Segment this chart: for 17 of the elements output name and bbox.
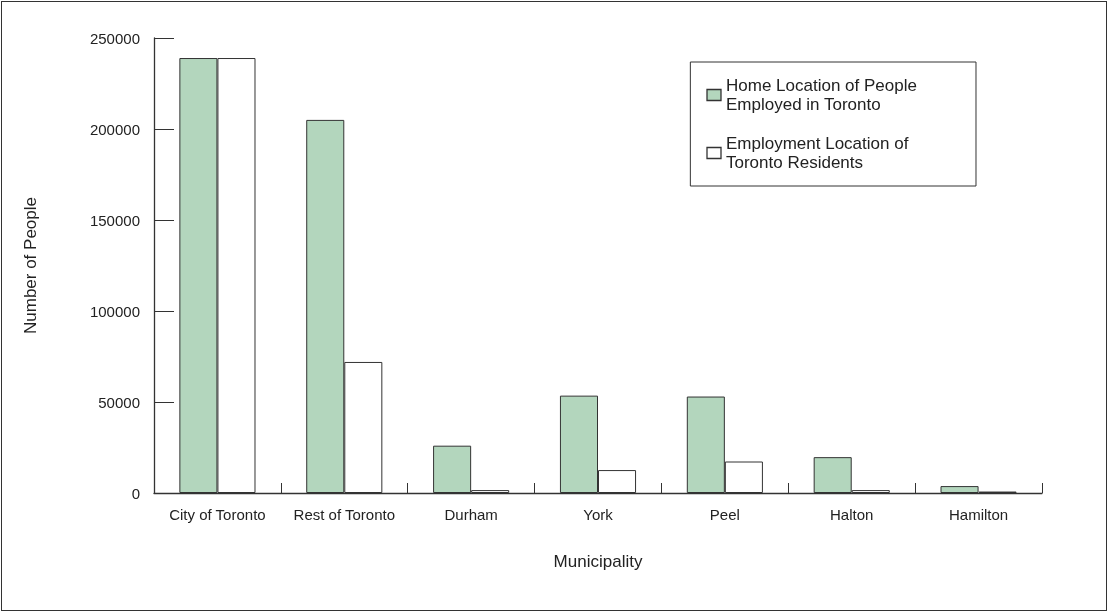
y-tick-label: 250000 [89, 29, 140, 47]
x-tick-label: Hamilton [948, 506, 1009, 523]
x-tick-label: Peel [709, 506, 740, 523]
y-tick-label: 50000 [98, 393, 140, 411]
legend-label: Home Location of People Employed in Toronto [726, 76, 922, 114]
x-tick-label: City of Toronto [169, 506, 266, 523]
x-tick-label: York [583, 506, 614, 523]
x-tick-label: Rest of Toronto [293, 506, 396, 523]
y-axis-title: Number of People [21, 196, 40, 335]
x-axis-title: Municipality [553, 552, 643, 571]
legend-label: Employment Location of Toronto Residents [726, 134, 914, 172]
y-tick-label: 200000 [89, 120, 140, 138]
y-tick-label: 0 [131, 484, 140, 502]
y-tick-label: 150000 [89, 211, 140, 229]
y-tick-label: 100000 [89, 302, 140, 320]
x-tick-label: Halton [830, 506, 874, 523]
x-tick-label: Durham [444, 506, 498, 523]
